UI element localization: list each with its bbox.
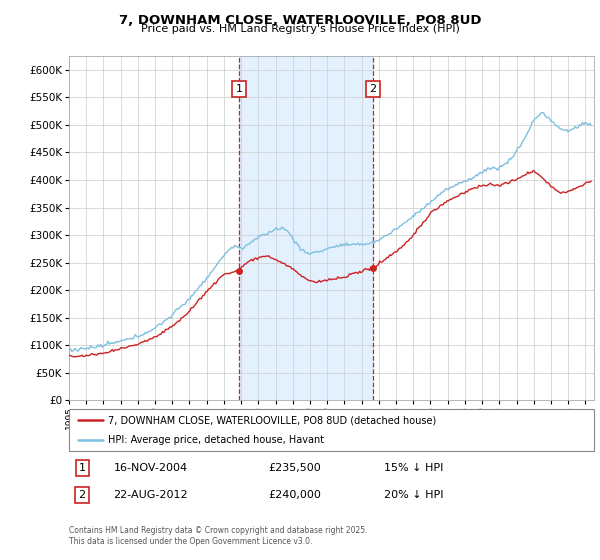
Text: 16-NOV-2004: 16-NOV-2004 <box>113 463 188 473</box>
Text: 2: 2 <box>79 490 86 500</box>
Text: 15% ↓ HPI: 15% ↓ HPI <box>384 463 443 473</box>
FancyBboxPatch shape <box>69 409 594 451</box>
Text: 22-AUG-2012: 22-AUG-2012 <box>113 490 188 500</box>
Text: 1: 1 <box>79 463 86 473</box>
Text: 7, DOWNHAM CLOSE, WATERLOOVILLE, PO8 8UD (detached house): 7, DOWNHAM CLOSE, WATERLOOVILLE, PO8 8UD… <box>109 415 437 425</box>
Bar <box>239 56 373 400</box>
Text: £235,500: £235,500 <box>269 463 321 473</box>
Text: HPI: Average price, detached house, Havant: HPI: Average price, detached house, Hava… <box>109 435 325 445</box>
Text: 7, DOWNHAM CLOSE, WATERLOOVILLE, PO8 8UD: 7, DOWNHAM CLOSE, WATERLOOVILLE, PO8 8UD <box>119 14 481 27</box>
Text: Contains HM Land Registry data © Crown copyright and database right 2025.
This d: Contains HM Land Registry data © Crown c… <box>69 526 367 546</box>
Text: 1: 1 <box>236 84 242 94</box>
Text: £240,000: £240,000 <box>269 490 322 500</box>
Text: Price paid vs. HM Land Registry's House Price Index (HPI): Price paid vs. HM Land Registry's House … <box>140 24 460 34</box>
Text: 20% ↓ HPI: 20% ↓ HPI <box>384 490 443 500</box>
Text: 2: 2 <box>369 84 376 94</box>
